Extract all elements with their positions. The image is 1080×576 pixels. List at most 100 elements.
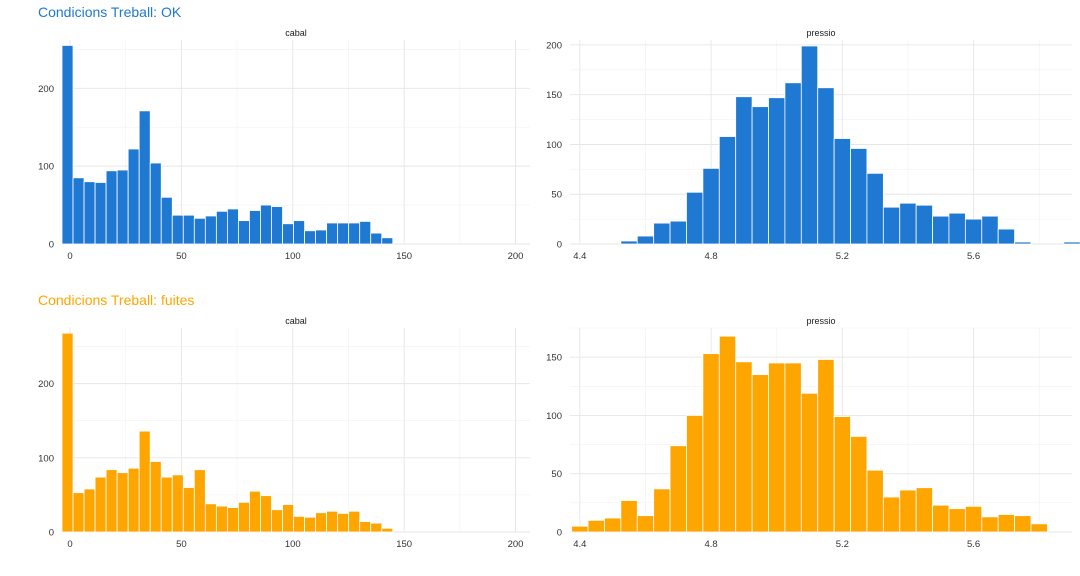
histogram-bar — [249, 490, 261, 533]
y-tick-label: 0 — [49, 528, 54, 539]
histogram-bar — [149, 461, 162, 533]
histogram-bar — [604, 517, 622, 533]
histogram-bar — [193, 217, 206, 245]
histogram-bar — [669, 445, 687, 533]
histogram-bar — [337, 513, 350, 533]
facet-title: cabal — [285, 316, 307, 326]
histogram-bar — [964, 218, 983, 245]
y-tick-label: 150 — [546, 353, 562, 364]
histogram-bar — [686, 415, 704, 533]
histogram-bar — [1063, 241, 1080, 245]
histogram-bar — [105, 170, 118, 245]
histogram-bar — [653, 222, 671, 245]
histogram-bar — [260, 204, 272, 245]
x-tick-label: 50 — [176, 539, 187, 550]
histogram-bar — [72, 177, 85, 245]
y-tick-label: 100 — [38, 162, 54, 173]
histogram-bar — [1030, 523, 1048, 533]
histogram-bar — [215, 505, 228, 533]
histogram-bar — [282, 504, 294, 533]
y-tick-label: 0 — [49, 240, 54, 251]
histogram-bar — [215, 210, 228, 245]
bars — [620, 45, 1080, 245]
x-tick-label: 5.2 — [836, 251, 849, 262]
histogram-bar — [718, 136, 737, 245]
y-tick-label: 100 — [546, 411, 562, 422]
histogram-bar — [768, 97, 786, 245]
histogram-bar — [94, 476, 107, 533]
histogram-bar — [370, 522, 383, 533]
histogram-bar — [866, 469, 884, 533]
histogram-bar — [204, 215, 217, 245]
histogram-bar — [304, 230, 317, 245]
histogram-bar — [817, 87, 835, 245]
histogram-bar — [915, 487, 933, 533]
y-tick-label: 100 — [546, 140, 562, 151]
histogram-bar — [72, 492, 85, 533]
histogram-bar — [127, 467, 140, 533]
histogram-bar — [636, 235, 655, 245]
x-tick-label: 50 — [176, 251, 187, 262]
histogram-bar — [653, 488, 671, 533]
histogram-bar — [833, 416, 851, 533]
histogram-bar — [948, 212, 966, 245]
histogram-bar — [61, 45, 74, 245]
x-tick-label: 200 — [508, 539, 524, 550]
histogram-bar — [116, 169, 129, 245]
x-tick-label: 5.6 — [967, 539, 980, 550]
x-tick-label: 0 — [67, 251, 72, 262]
facet-title: pressio — [806, 316, 835, 326]
histogram-bar — [850, 148, 868, 245]
histogram-bar — [160, 476, 173, 533]
histogram-bar — [359, 521, 372, 533]
chart-leak-cabal: cabal 0 100 200 0 50 100 150 200 — [38, 316, 530, 550]
histogram-bar — [83, 488, 96, 533]
histogram-bar — [304, 516, 317, 533]
histogram-bar — [238, 501, 250, 533]
histogram-bar — [768, 362, 786, 533]
histogram-bar — [981, 215, 999, 245]
histogram-bar — [238, 220, 250, 245]
section-title-ok: Condicions Treball: OK — [38, 4, 182, 20]
bars — [571, 335, 1080, 533]
histogram-bar — [83, 181, 96, 245]
histogram-bar — [204, 503, 217, 533]
x-tick-label: 0 — [67, 539, 72, 550]
facet-title: pressio — [806, 28, 835, 38]
histogram-bar — [964, 505, 983, 533]
histogram-bar — [315, 229, 328, 245]
histogram-bar — [1014, 241, 1032, 245]
histogram-bar — [751, 374, 769, 533]
histogram-bar — [61, 332, 74, 533]
x-tick-label: 4.8 — [704, 251, 717, 262]
histogram-bar — [932, 215, 950, 245]
histogram-bar — [981, 516, 999, 533]
histogram-bar — [571, 525, 589, 533]
histogram-bar — [800, 392, 819, 533]
histogram-bar — [669, 220, 687, 245]
histogram-bar — [138, 430, 151, 533]
histogram-bar — [293, 220, 305, 245]
y-tick-label: 200 — [38, 84, 54, 95]
chart-leak-pressio: pressio 0 50 100 150 4.4 4.8 5.2 5.6 — [546, 316, 1080, 550]
histogram-bar — [899, 489, 917, 533]
histogram-bar — [833, 138, 851, 245]
histogram-bar — [337, 222, 350, 245]
histogram-bar — [620, 240, 638, 245]
histogram-bar — [882, 206, 901, 245]
x-tick-label: 4.4 — [573, 251, 586, 262]
histogram-bar — [915, 204, 933, 245]
histogram-bar — [182, 487, 195, 533]
histogram-bar — [149, 162, 162, 245]
y-tick-label: 50 — [551, 469, 562, 480]
x-tick-label: 200 — [508, 251, 524, 262]
histogram-bar — [116, 472, 129, 533]
histogram-bar — [587, 519, 605, 533]
histogram-bar — [226, 507, 239, 533]
histogram-bar — [800, 45, 819, 245]
x-tick-label: 4.8 — [704, 539, 717, 550]
histogram-bar — [282, 223, 294, 245]
histogram-bar — [249, 210, 261, 245]
histogram-bar — [997, 514, 1015, 533]
chart-ok-pressio: pressio 0 50 100 150 200 4.4 4.8 5.2 5.6 — [546, 28, 1080, 262]
